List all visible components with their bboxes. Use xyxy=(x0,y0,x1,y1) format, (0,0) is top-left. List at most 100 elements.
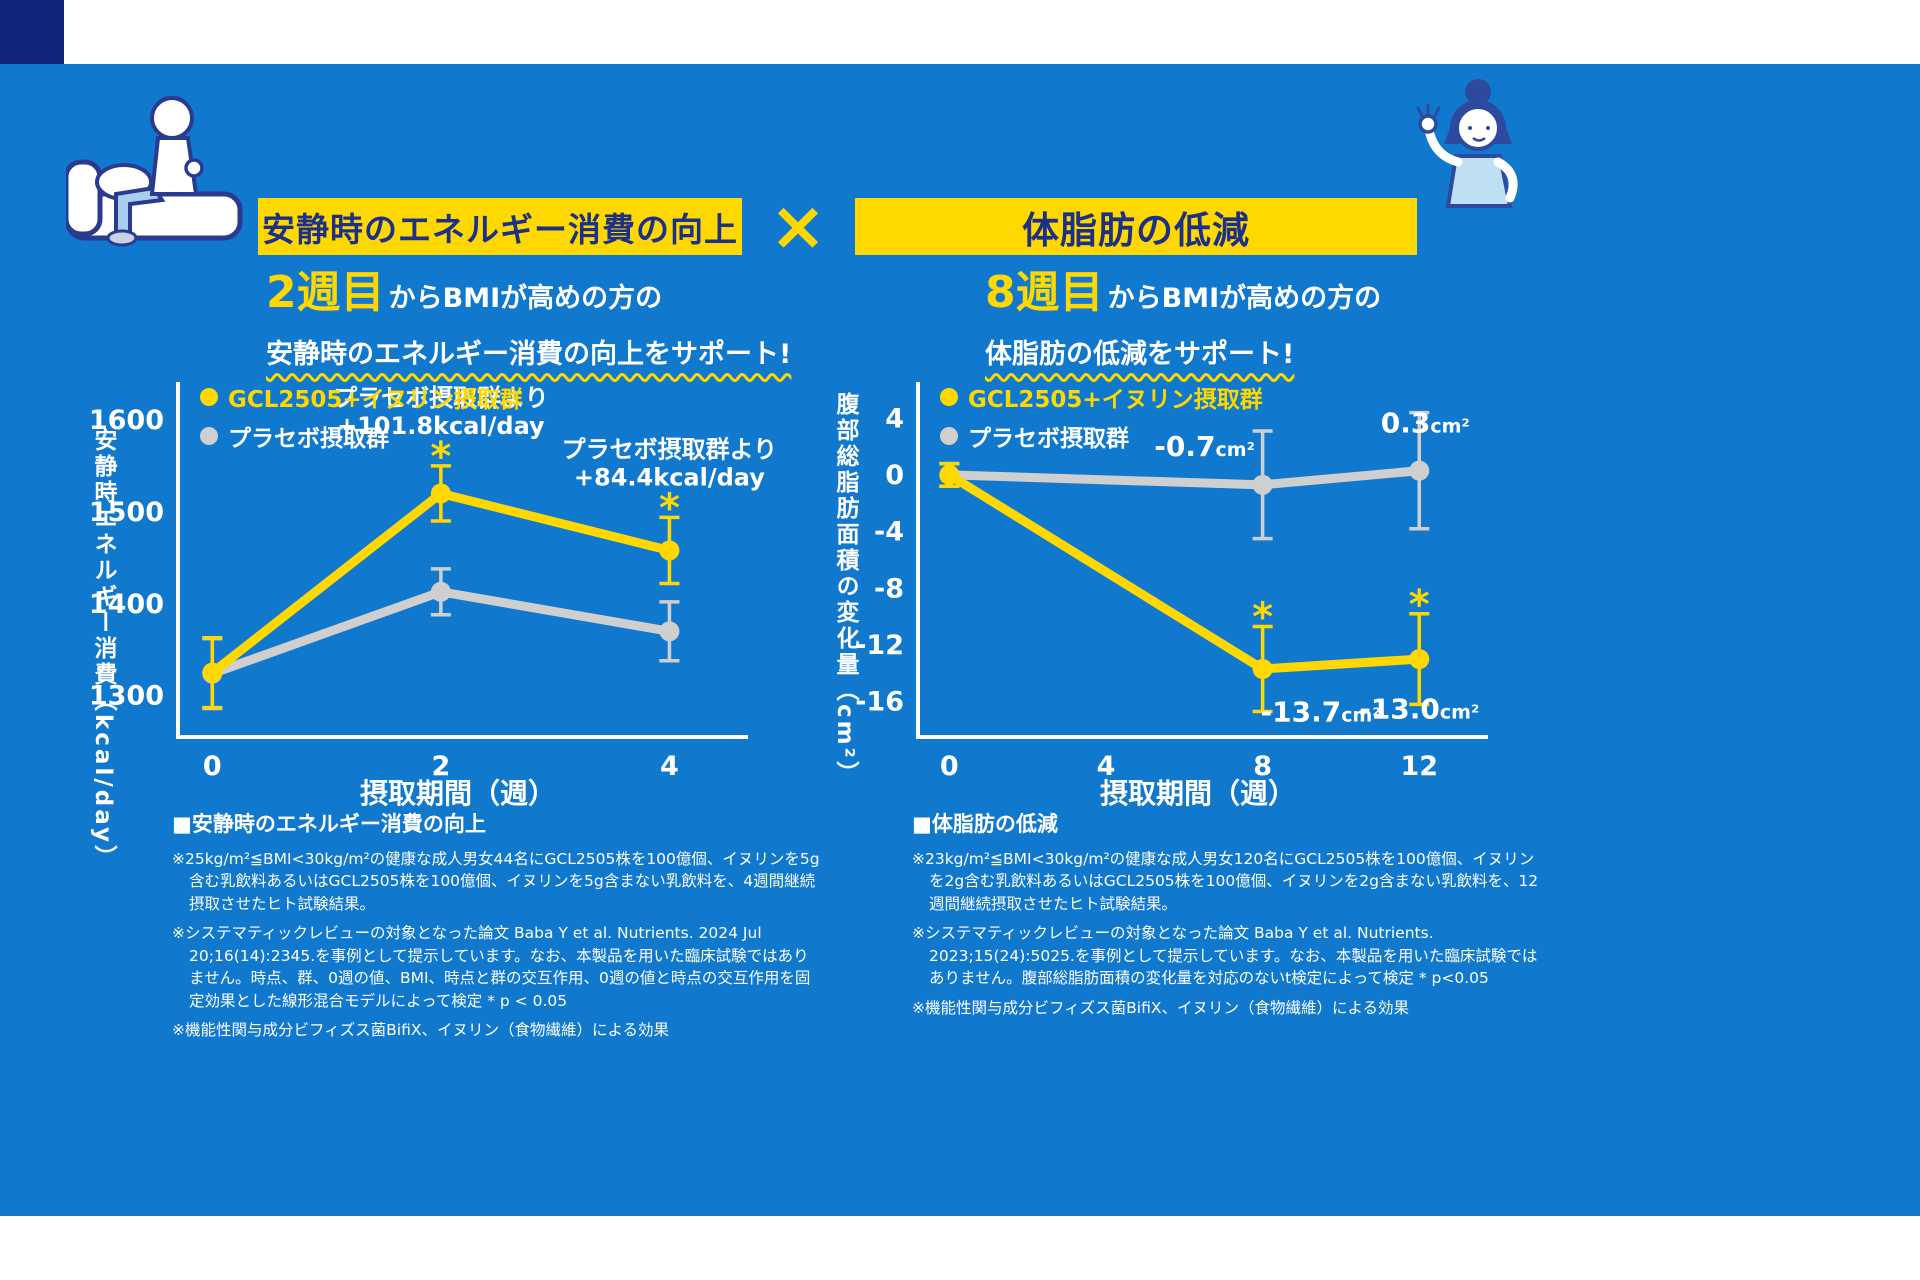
right-headline-line1: 8週目 からBMIが高めの方の xyxy=(985,256,1381,320)
annotation-line: +101.8kcal/day xyxy=(337,412,545,440)
annotation-line: プラセボ摂取群より xyxy=(562,435,778,463)
left-footnote-heading: ■安静時のエネルギー消費の向上 xyxy=(172,812,486,836)
series-line xyxy=(944,470,1424,674)
left-headline-line2: 安静時のエネルギー消費の向上をサポート! xyxy=(266,339,792,370)
y-tick-label: 1300 xyxy=(89,681,164,712)
y-tick-label: -12 xyxy=(855,630,904,661)
x-axis-title: 摂取期間（週） xyxy=(1100,777,1296,810)
person-head xyxy=(150,96,194,140)
legend-dot-icon xyxy=(200,388,218,406)
significance-asterisk: * xyxy=(659,485,680,531)
woman-eye-left xyxy=(1468,126,1472,130)
footnote-line: ※システマティックレビューの対象となった論文 Baba Y et al. Nut… xyxy=(172,924,811,1010)
data-point xyxy=(1409,460,1430,481)
right-headline: 8週目 からBMIが高めの方の 体脂肪の低減をサポート! xyxy=(985,256,1381,371)
left-footnote-block: ■安静時のエネルギー消費の向上 ※25kg/m²≦BMI<30kg/m²の健康な… xyxy=(172,808,822,1049)
data-point xyxy=(202,662,223,683)
significance-asterisk: * xyxy=(430,434,451,480)
woman-ok-hand xyxy=(1418,114,1438,134)
point-value-label: -13.0cm² xyxy=(1359,692,1479,725)
woman-smile xyxy=(1472,136,1486,142)
left-headline-line1: 2週目 からBMIが高めの方の xyxy=(266,256,791,320)
data-point xyxy=(659,621,680,642)
x-tick-label: 4 xyxy=(1097,751,1116,782)
legend-item: GCL2505+イヌリン摂取群 xyxy=(940,380,1263,414)
sofa-armrest xyxy=(66,159,103,237)
times-divider-icon: × xyxy=(769,187,827,266)
woman-ok-sign-illustration xyxy=(1416,79,1518,208)
x-tick-label: 0 xyxy=(203,751,222,782)
right-chart-y-axis-title: 腹部総脂肪面積の変化量（cm²） xyxy=(832,392,858,787)
y-tick-label: 0 xyxy=(885,460,904,491)
legend-item: プラセボ摂取群 xyxy=(940,419,1263,453)
point-value-label: 0.3cm² xyxy=(1381,407,1470,440)
legend-label: GCL2505+イヌリン摂取群 xyxy=(228,387,523,413)
woman-face xyxy=(1455,105,1501,151)
left-chart-legend: GCL2505+イヌリン摂取群 プラセボ摂取群 xyxy=(200,380,523,453)
y-tick-label: 1400 xyxy=(89,589,164,620)
y-tick-label: -8 xyxy=(874,573,904,604)
left-headline: 2週目 からBMIが高めの方の 安静時のエネルギー消費の向上をサポート! xyxy=(266,256,791,371)
y-tick-label: 1500 xyxy=(89,497,164,528)
data-point xyxy=(430,483,451,504)
person-shoe xyxy=(106,229,138,247)
person-cup xyxy=(184,158,204,178)
left-headline-week: 2週目 xyxy=(266,267,385,318)
person-sitting-on-sofa-illustration xyxy=(66,96,243,247)
y-tick-label: -16 xyxy=(855,687,904,718)
legend-item: プラセボ摂取群 xyxy=(200,419,523,453)
left-chart-y-axis-title: 安静時エネルギー消費（kcal/day） xyxy=(90,428,116,872)
y-tick-label: -4 xyxy=(874,517,904,548)
point-value-label: -0.7cm² xyxy=(1154,430,1255,463)
x-tick-label: 0 xyxy=(940,751,959,782)
data-point xyxy=(1252,659,1273,679)
right-headline-tail: からBMIが高めの方の xyxy=(1107,283,1382,314)
data-point xyxy=(1409,649,1430,670)
left-footnote-lines: ※25kg/m²≦BMI<30kg/m²の健康な成人男女44名にGCL2505株… xyxy=(172,848,822,1042)
legend-label: プラセボ摂取群 xyxy=(968,426,1129,452)
corner-navy-square xyxy=(0,0,64,64)
legend-label: プラセボ摂取群 xyxy=(228,426,389,452)
woman-tank-top xyxy=(1445,154,1513,208)
data-point xyxy=(659,540,680,561)
left-headline-tail: からBMIが高めの方の xyxy=(388,283,663,314)
right-headline-week: 8週目 xyxy=(985,267,1104,318)
woman-eye-right xyxy=(1486,126,1490,130)
x-tick-label: 12 xyxy=(1400,751,1438,782)
legend-item: GCL2505+イヌリン摂取群 xyxy=(200,380,523,414)
left-section-banner: 安静時のエネルギー消費の向上 xyxy=(258,198,742,255)
blue-background-panel xyxy=(0,64,1920,1216)
footnote-line: ※システマティックレビューの対象となった論文 Baba Y et al. Nut… xyxy=(912,924,1538,988)
x-axis-title: 摂取期間（週） xyxy=(360,777,556,810)
woman-arm-raised xyxy=(1425,129,1463,167)
right-section-banner: 体脂肪の低減 xyxy=(855,198,1417,255)
x-tick-label: 4 xyxy=(660,751,679,782)
chart-axes xyxy=(916,382,1488,739)
data-point xyxy=(1252,474,1273,495)
legend-label: GCL2505+イヌリン摂取群 xyxy=(968,387,1263,413)
right-chart-legend: GCL2505+イヌリン摂取群 プラセボ摂取群 xyxy=(940,380,1263,453)
series-line xyxy=(944,466,1424,490)
data-point xyxy=(939,464,960,485)
x-tick-label: 2 xyxy=(431,751,450,782)
point-value-label: -13.7cm² xyxy=(1261,696,1381,729)
x-tick-label: 8 xyxy=(1253,751,1272,782)
right-footnote-block: ■体脂肪の低減 ※23kg/m²≦BMI<30kg/m²の健康な成人男女120名… xyxy=(912,808,1542,1026)
woman-ok-fingers xyxy=(1416,103,1441,118)
footnote-line: ※機能性関与成分ビフィズス菌BifiX、イヌリン（食物繊維）による効果 xyxy=(912,998,1410,1017)
woman-arm-hip xyxy=(1493,157,1518,203)
legend-dot-icon xyxy=(200,427,218,445)
footnote-line: ※23kg/m²≦BMI<30kg/m²の健康な成人男女120名にGCL2505… xyxy=(912,850,1539,913)
footnote-line: ※機能性関与成分ビフィズス菌BifiX、イヌリン（食物繊維）による効果 xyxy=(172,1021,670,1040)
woman-hair-bun xyxy=(1465,79,1491,105)
left-banner-title: 安静時のエネルギー消費の向上 xyxy=(262,209,738,249)
annotation-line: プラセボ摂取群より xyxy=(333,384,549,412)
data-point xyxy=(430,581,451,602)
right-footnote-lines: ※23kg/m²≦BMI<30kg/m²の健康な成人男女120名にGCL2505… xyxy=(912,848,1542,1019)
footnote-line: ※25kg/m²≦BMI<30kg/m²の健康な成人男女44名にGCL2505株… xyxy=(172,850,820,913)
significance-asterisk: * xyxy=(1409,582,1430,628)
chart-axes xyxy=(176,382,748,739)
legend-dot-icon xyxy=(940,427,958,445)
significance-asterisk: * xyxy=(1252,595,1273,641)
